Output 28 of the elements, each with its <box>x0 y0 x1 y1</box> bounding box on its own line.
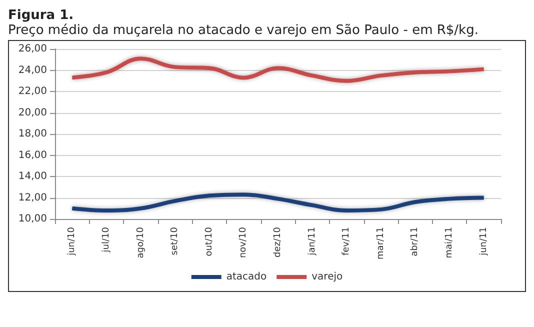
y-tick-label: 20,00 <box>18 107 47 118</box>
y-tick-label: 24,00 <box>18 64 47 76</box>
line-series <box>70 192 486 212</box>
y-tick-label: 22,00 <box>18 86 47 97</box>
x-tick-label: ago/10 <box>136 226 146 258</box>
x-tick-label: set/10 <box>170 226 180 256</box>
x-tick-label: mar/11 <box>376 227 386 260</box>
y-tick-label: 10,00 <box>18 214 47 224</box>
x-tick-label: jan/11 <box>307 227 318 256</box>
x-tick-label: out/10 <box>204 226 214 256</box>
line-series <box>70 56 486 83</box>
x-tick-label: fev/11 <box>342 227 352 256</box>
chart-subtitle: Preço médio da muçarela no atacado e varejo em São Paulo - em R$/kg. <box>8 23 480 38</box>
y-tick-label: 18,00 <box>18 128 47 140</box>
x-tick-label: nov/10 <box>238 226 249 258</box>
legend-label: varejo <box>312 272 343 282</box>
x-tick-label: abr/11 <box>410 227 420 256</box>
x-tick-label: dez/10 <box>273 226 283 258</box>
y-tick-label: 12,00 <box>18 192 47 204</box>
x-tick-label: jun/10 <box>67 226 78 256</box>
legend-label: atacado <box>226 272 267 282</box>
y-tick-label: 16,00 <box>18 150 47 161</box>
x-tick-label: mai/11 <box>444 227 455 258</box>
y-tick-label: 26,00 <box>18 44 47 54</box>
x-tick-label: jun/11 <box>478 227 489 256</box>
y-tick-label: 14,00 <box>18 171 47 182</box>
x-tick-label: jul/10 <box>101 226 112 254</box>
chart-title: Figura 1. <box>8 8 75 23</box>
